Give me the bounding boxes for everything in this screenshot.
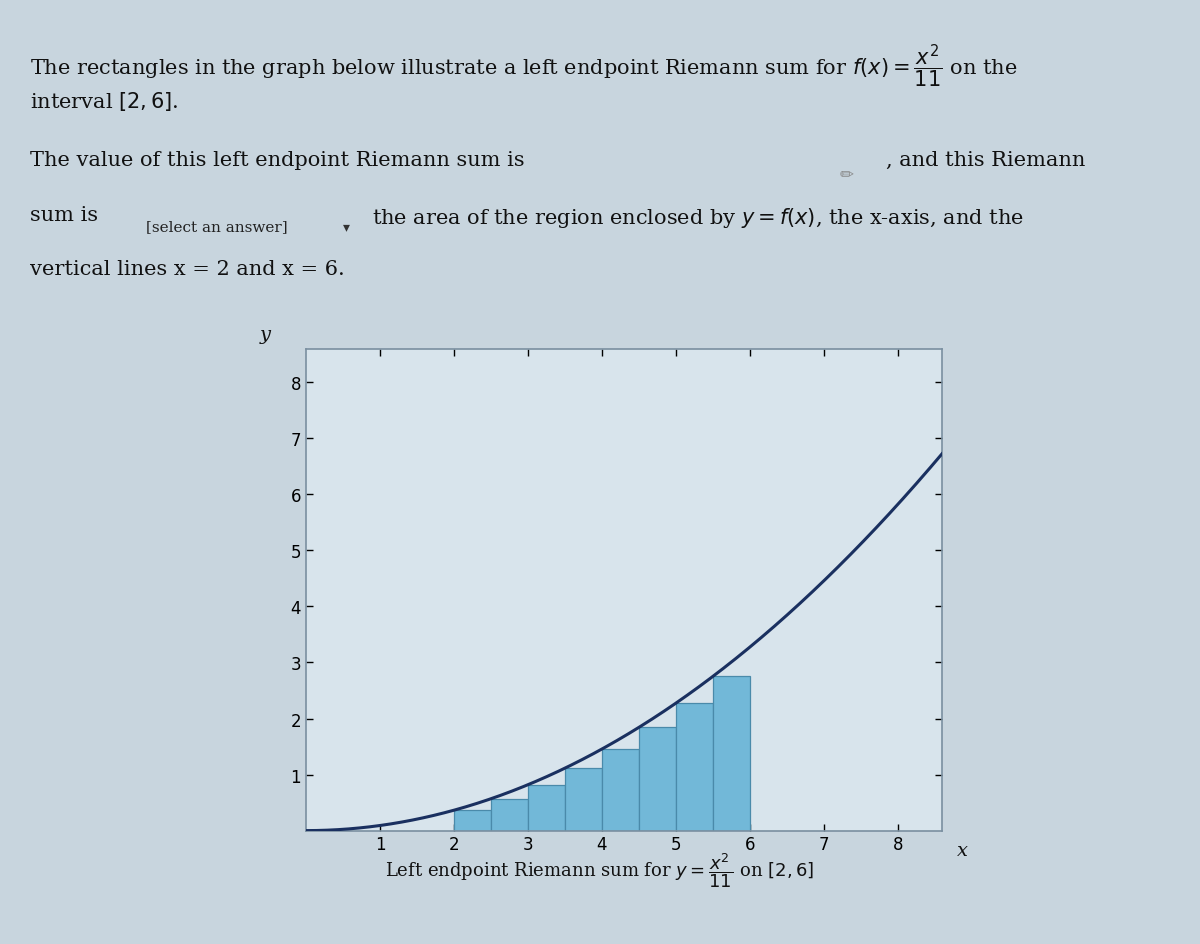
Text: x: x <box>956 841 967 859</box>
Text: The value of this left endpoint Riemann sum is: The value of this left endpoint Riemann … <box>30 151 524 170</box>
Bar <box>638 728 676 831</box>
Bar <box>676 703 713 831</box>
Bar <box>454 810 491 831</box>
Text: Left endpoint Riemann sum for $y = \dfrac{x^2}{11}$ on $[2,6]$: Left endpoint Riemann sum for $y = \dfra… <box>385 851 815 889</box>
Text: ✏: ✏ <box>839 164 853 182</box>
Bar <box>565 768 602 831</box>
Text: The rectangles in the graph below illustrate a left endpoint Riemann sum for $f(: The rectangles in the graph below illust… <box>30 42 1018 90</box>
Text: vertical lines x = 2 and x = 6.: vertical lines x = 2 and x = 6. <box>30 260 344 278</box>
Text: interval $[2, 6]$.: interval $[2, 6]$. <box>30 90 179 112</box>
Text: [select an answer]: [select an answer] <box>146 220 288 233</box>
Text: sum is: sum is <box>30 206 98 225</box>
Bar <box>491 799 528 831</box>
Bar <box>602 750 638 831</box>
Text: the area of the region enclosed by $y = f(x)$, the x-axis, and the: the area of the region enclosed by $y = … <box>372 206 1024 229</box>
Text: ▾: ▾ <box>343 220 349 233</box>
Bar <box>713 677 750 831</box>
Text: , and this Riemann: , and this Riemann <box>886 151 1085 170</box>
Text: y: y <box>260 326 271 344</box>
Bar <box>528 784 565 831</box>
